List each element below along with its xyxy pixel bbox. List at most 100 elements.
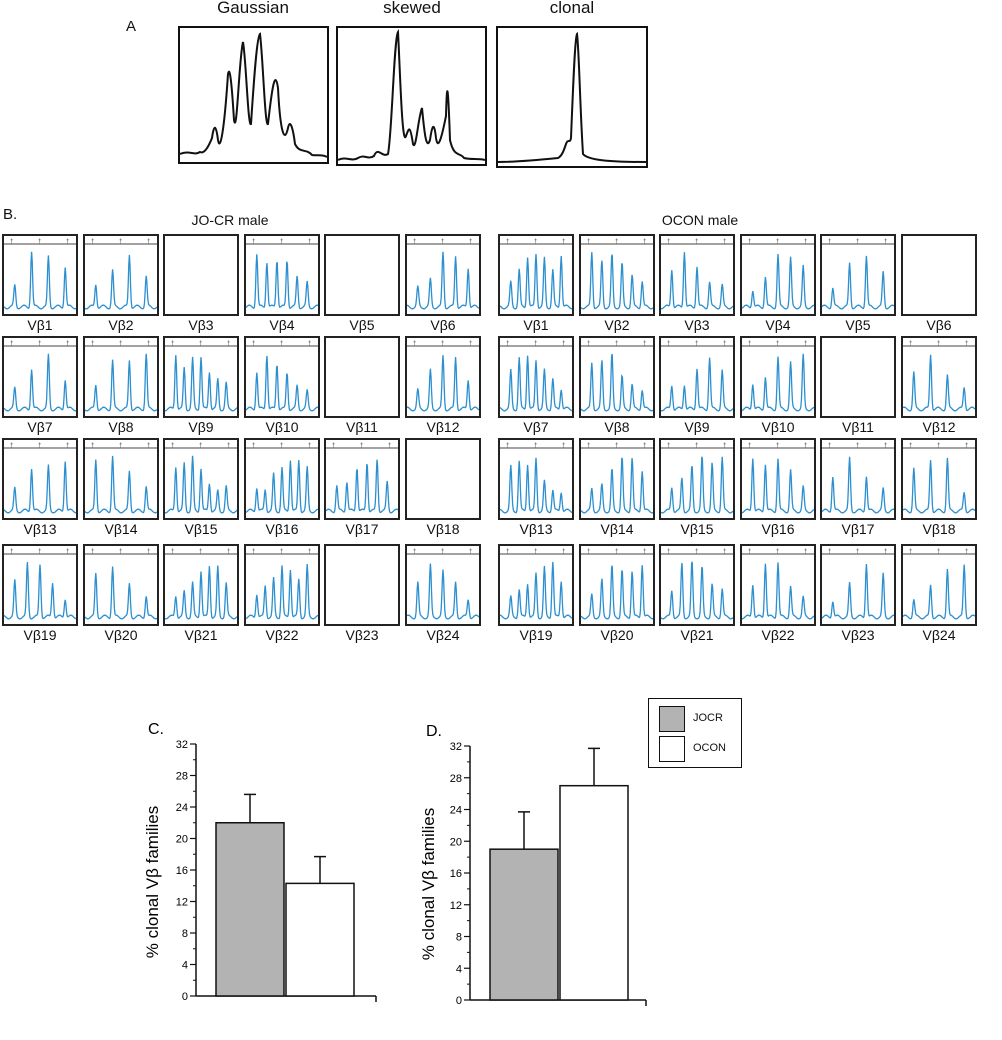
svg-text:†: † — [147, 239, 150, 245]
chart-d-plot: 0 4 8 12 16 20 24 28 32 — [450, 741, 647, 1007]
svg-text:†: † — [965, 549, 968, 555]
svg-text:†: † — [413, 239, 416, 245]
vb-label: Vβ16 — [265, 521, 299, 537]
vb-box: † † † — [83, 234, 159, 316]
svg-text:†: † — [10, 341, 13, 347]
svg-text:†: † — [469, 239, 472, 245]
vb-label: Vβ5 — [845, 317, 871, 333]
legend-swatch-jocr — [659, 706, 685, 732]
svg-text:†: † — [965, 443, 968, 449]
vb-box: † † † — [244, 234, 320, 316]
vb-box: † † † — [498, 336, 574, 418]
vb-box: † † † — [579, 544, 655, 626]
svg-text:†: † — [748, 443, 751, 449]
vb-trace: † † † — [660, 549, 734, 620]
svg-text:†: † — [38, 239, 41, 245]
vb-box: † † † — [163, 438, 239, 520]
vb-label: Vβ11 — [346, 419, 378, 435]
vb-box: † † † — [901, 438, 977, 520]
legend-swatch-ocon — [659, 736, 685, 762]
vb-trace: † † † — [660, 239, 734, 310]
svg-text:†: † — [119, 549, 122, 555]
svg-text:†: † — [308, 239, 311, 245]
bar-jocr — [489, 848, 559, 1001]
svg-text:†: † — [469, 341, 472, 347]
vb-box: † † † — [2, 438, 78, 520]
chart-c: C. % clonal Vβ families 0 4 8 12 16 20 24 28 32 — [143, 721, 377, 1003]
svg-text:†: † — [828, 443, 831, 449]
vb-label: Vβ12 — [426, 419, 460, 435]
vb-box: † † † — [83, 336, 159, 418]
svg-text:†: † — [534, 549, 537, 555]
svg-text:†: † — [91, 443, 94, 449]
svg-text:†: † — [280, 239, 283, 245]
chart-c-ylabel: % clonal Vβ families — [143, 806, 162, 958]
svg-text:†: † — [615, 239, 618, 245]
vb-label: Vβ18 — [426, 521, 460, 537]
clonal-trace-box — [496, 26, 648, 168]
vb-label: Vβ21 — [680, 627, 714, 643]
vb-box: † † † — [405, 234, 481, 316]
svg-text:†: † — [227, 341, 230, 347]
y-tick-label: 28 — [450, 773, 462, 785]
svg-text:†: † — [38, 341, 41, 347]
svg-text:†: † — [506, 341, 509, 347]
svg-text:†: † — [413, 341, 416, 347]
vb-box: † † † — [405, 336, 481, 418]
vb-label: Vβ18 — [922, 521, 956, 537]
svg-text:†: † — [909, 549, 912, 555]
vb-label: Vβ13 — [23, 521, 57, 537]
svg-text:†: † — [280, 549, 283, 555]
vb-trace: † † † — [245, 341, 318, 412]
svg-text:†: † — [804, 443, 807, 449]
svg-text:†: † — [252, 443, 255, 449]
y-tick-label: 32 — [450, 741, 462, 753]
bar-ocon — [285, 882, 355, 997]
vb-label: Vβ23 — [841, 627, 875, 643]
legend-label-ocon: OCON — [693, 742, 726, 754]
vb-label: Vβ24 — [922, 627, 956, 643]
vb-box: † † † — [820, 438, 896, 520]
svg-text:†: † — [441, 549, 444, 555]
svg-text:†: † — [909, 443, 912, 449]
svg-text:†: † — [776, 549, 779, 555]
svg-text:†: † — [360, 443, 363, 449]
vb-label: Vβ10 — [761, 419, 795, 435]
vb-trace: † † † — [3, 341, 77, 412]
vb-box: † † † — [2, 336, 78, 418]
svg-text:†: † — [695, 239, 698, 245]
vb-label: Vβ5 — [349, 317, 375, 333]
y-tick-label: 16 — [176, 865, 188, 877]
panel-b-letter: B. — [3, 206, 18, 223]
vb-box: † † † — [244, 336, 320, 418]
vb-trace: † † † — [580, 443, 654, 514]
svg-text:†: † — [199, 341, 202, 347]
y-tick-label: 32 — [176, 739, 188, 751]
svg-text:†: † — [38, 443, 41, 449]
vb-trace: † † † — [406, 239, 480, 310]
svg-text:†: † — [804, 549, 807, 555]
svg-text:†: † — [119, 239, 122, 245]
svg-text:†: † — [388, 443, 391, 449]
vbeta-grid: † † † Vβ1 † † † Vβ2 Vβ3 † † † Vβ4 Vβ5 † † † Vβ6 † † † Vβ7 † † † V… — [2, 234, 977, 643]
vb-box — [820, 336, 896, 418]
y-tick-label: 12 — [450, 900, 462, 912]
svg-text:†: † — [66, 239, 69, 245]
vb-label: Vβ9 — [188, 419, 214, 435]
svg-text:†: † — [884, 549, 887, 555]
vb-box: † † † — [405, 544, 481, 626]
svg-text:†: † — [776, 443, 779, 449]
svg-text:†: † — [280, 443, 283, 449]
vb-trace: † † † — [741, 443, 815, 514]
svg-text:†: † — [506, 443, 509, 449]
svg-text:†: † — [615, 443, 618, 449]
svg-text:†: † — [723, 239, 726, 245]
vb-label: Vβ17 — [841, 521, 875, 537]
vb-label: Vβ19 — [519, 627, 553, 643]
svg-text:†: † — [828, 549, 831, 555]
vb-trace: † † † — [580, 239, 654, 310]
vb-label: Vβ9 — [684, 419, 710, 435]
vb-trace: † † † — [499, 341, 573, 412]
vb-trace: † † † — [3, 549, 77, 620]
y-tick-label: 8 — [456, 932, 462, 944]
